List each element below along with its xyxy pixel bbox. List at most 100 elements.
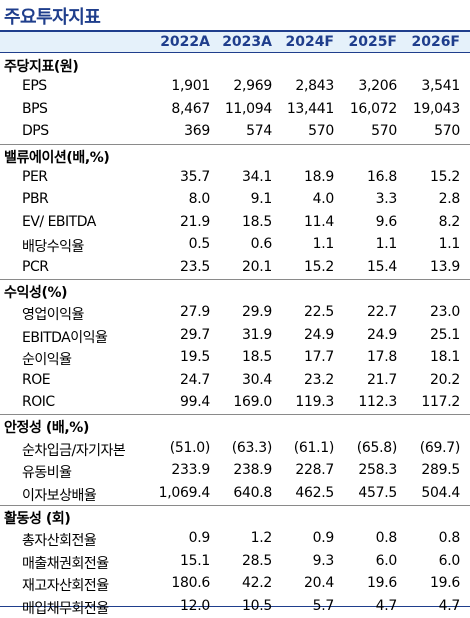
value-cell: 9.6	[375, 213, 398, 230]
value-cell: 574	[246, 123, 272, 140]
value-cell: 20.1	[242, 258, 272, 275]
value-cell: 1.2	[250, 530, 273, 547]
row-label: PER	[22, 169, 48, 185]
value-cell: 2.8	[438, 191, 461, 208]
value-cell: 3,206	[358, 78, 397, 95]
value-cell: 35.7	[180, 169, 210, 185]
row-label: EBITDA이익율	[22, 329, 108, 346]
row-label: 매입채무회전율	[22, 600, 109, 617]
header-divider	[0, 52, 470, 53]
value-cell: 23.2	[304, 371, 334, 388]
row-label: 이자보상배율	[22, 487, 97, 504]
row-label: EV/ EBITDA	[22, 213, 96, 230]
value-cell: 25.1	[430, 326, 460, 343]
value-cell: 1,069.4	[158, 484, 211, 501]
value-cell: (69.7)	[419, 439, 461, 456]
value-cell: 24.9	[367, 326, 397, 343]
row-label: 배당수익율	[22, 239, 84, 256]
value-cell: 16,072	[349, 100, 397, 117]
value-cell: 8.0	[188, 191, 211, 208]
value-cell: 0.8	[438, 530, 461, 547]
value-cell: 119.3	[295, 394, 334, 410]
value-cell: 0.5	[188, 236, 211, 253]
value-cell: 8.2	[438, 213, 461, 230]
value-cell: 1.1	[312, 236, 335, 253]
value-cell: 0.9	[188, 530, 211, 547]
row-label: 총자산회전율	[22, 533, 97, 550]
value-cell: 1.1	[438, 236, 461, 253]
section-heading: 활동성 (회)	[4, 511, 71, 527]
value-cell: 9.3	[312, 552, 335, 569]
value-cell: 289.5	[421, 462, 460, 479]
value-cell: (51.0)	[169, 439, 211, 456]
value-cell: 29.7	[180, 326, 210, 343]
value-cell: 3,541	[421, 78, 460, 95]
row-label: 유동비율	[22, 465, 72, 482]
row-label: ROIC	[22, 394, 55, 410]
column-header-2023a: 2023A	[222, 34, 272, 50]
value-cell: 18.1	[430, 349, 460, 366]
value-cell: 16.8	[367, 169, 397, 185]
value-cell: 0.8	[375, 530, 398, 547]
bottom-divider	[0, 606, 470, 607]
row-label: ROE	[22, 371, 51, 388]
value-cell: 640.8	[233, 484, 272, 501]
value-cell: 12.0	[180, 597, 210, 614]
value-cell: 24.9	[304, 326, 334, 343]
row-label: 재고자산회전율	[22, 578, 109, 595]
value-cell: 4.7	[438, 597, 461, 614]
value-cell: 228.7	[295, 462, 334, 479]
value-cell: 570	[308, 123, 334, 140]
title-divider	[0, 30, 470, 32]
value-cell: 17.7	[304, 349, 334, 366]
value-cell: 11.4	[304, 213, 334, 230]
value-cell: 2,969	[233, 78, 272, 95]
value-cell: 2,843	[295, 78, 334, 95]
row-label: 순이익율	[22, 352, 72, 369]
value-cell: 19,043	[412, 100, 460, 117]
value-cell: 20.4	[304, 575, 334, 592]
section-divider	[0, 505, 470, 506]
value-cell: (63.3)	[231, 439, 273, 456]
value-cell: 10.5	[242, 597, 272, 614]
value-cell: 504.4	[421, 484, 460, 501]
value-cell: 24.7	[180, 371, 210, 388]
value-cell: 233.9	[171, 462, 210, 479]
value-cell: 4.0	[312, 191, 335, 208]
value-cell: (65.8)	[356, 439, 398, 456]
value-cell: 15.4	[367, 258, 397, 275]
value-cell: 112.3	[358, 394, 397, 410]
section-heading: 주당지표(원)	[4, 59, 79, 75]
value-cell: 462.5	[295, 484, 334, 501]
column-header-band	[0, 32, 470, 52]
value-cell: 570	[434, 123, 460, 140]
column-header-2026f: 2026F	[411, 34, 460, 50]
value-cell: 18.5	[242, 213, 272, 230]
value-cell: 1.1	[375, 236, 398, 253]
row-label: 순차입금/자기자본	[22, 442, 126, 459]
section-heading: 안정성 (배,%)	[4, 420, 89, 437]
value-cell: 21.9	[180, 213, 210, 230]
value-cell: 238.9	[233, 462, 272, 479]
row-label: 매출채권회전율	[22, 555, 109, 572]
value-cell: 28.5	[242, 552, 272, 569]
value-cell: 0.6	[250, 236, 273, 253]
value-cell: 99.4	[180, 394, 210, 410]
value-cell: 5.7	[312, 597, 335, 614]
column-header-2022a: 2022A	[160, 34, 210, 50]
value-cell: 19.5	[180, 349, 210, 366]
value-cell: 22.7	[367, 304, 397, 321]
value-cell: 6.0	[375, 552, 398, 569]
value-cell: 1,901	[171, 78, 210, 95]
row-label: BPS	[22, 100, 48, 117]
value-cell: 13,441	[286, 100, 334, 117]
section-divider	[0, 143, 470, 145]
value-cell: 169.0	[233, 394, 272, 410]
value-cell: 8,467	[171, 100, 210, 117]
value-cell: 4.7	[375, 597, 398, 614]
column-header-2024f: 2024F	[285, 34, 334, 50]
value-cell: 11,094	[224, 100, 272, 117]
section-heading: 밸류에이션(배,%)	[4, 149, 110, 166]
value-cell: 23.0	[430, 304, 460, 321]
